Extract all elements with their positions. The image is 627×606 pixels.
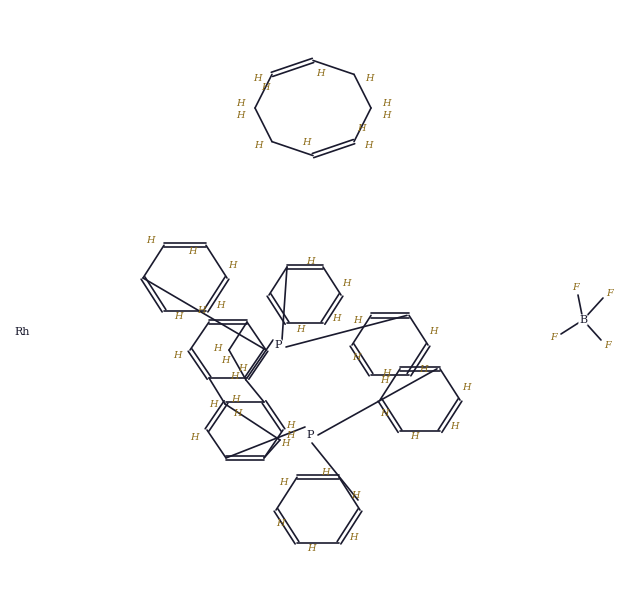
Text: H: H xyxy=(286,431,294,441)
Text: H: H xyxy=(228,261,236,270)
Text: H: H xyxy=(450,422,458,431)
Text: H: H xyxy=(380,408,388,418)
Text: H: H xyxy=(302,138,310,147)
Text: H: H xyxy=(382,369,390,378)
Text: F: F xyxy=(607,288,613,298)
Text: H: H xyxy=(364,141,372,150)
Text: H: H xyxy=(281,439,289,447)
Text: H: H xyxy=(321,468,329,477)
Text: H: H xyxy=(365,74,373,83)
Text: H: H xyxy=(190,433,198,442)
Text: H: H xyxy=(306,258,314,267)
Text: H: H xyxy=(332,313,340,322)
Text: P: P xyxy=(306,430,314,440)
Text: H: H xyxy=(238,364,246,373)
Text: H: H xyxy=(216,301,224,310)
Text: H: H xyxy=(419,365,427,374)
Text: H: H xyxy=(231,396,240,404)
Text: H: H xyxy=(187,247,196,256)
Text: H: H xyxy=(236,99,245,108)
Text: H: H xyxy=(349,533,357,542)
Text: H: H xyxy=(296,325,304,333)
Text: H: H xyxy=(209,399,217,408)
Text: H: H xyxy=(229,371,238,381)
Text: H: H xyxy=(316,69,324,78)
Text: H: H xyxy=(261,83,269,92)
Text: H: H xyxy=(352,353,361,362)
Text: H: H xyxy=(233,410,241,419)
Text: H: H xyxy=(173,350,181,359)
Text: H: H xyxy=(174,312,182,321)
Text: H: H xyxy=(429,327,437,336)
Text: H: H xyxy=(145,236,154,245)
Text: H: H xyxy=(253,74,261,83)
Text: H: H xyxy=(382,99,390,108)
Text: F: F xyxy=(604,342,611,350)
Text: H: H xyxy=(236,112,245,121)
Text: H: H xyxy=(213,344,221,353)
Text: H: H xyxy=(197,305,205,315)
Text: B: B xyxy=(579,315,587,325)
Text: H: H xyxy=(357,124,366,133)
Text: P: P xyxy=(274,340,282,350)
Text: H: H xyxy=(307,544,315,553)
Text: F: F xyxy=(551,333,557,342)
Text: H: H xyxy=(342,279,350,287)
Text: H: H xyxy=(382,112,390,121)
Text: H: H xyxy=(410,431,418,441)
Text: H: H xyxy=(353,316,361,325)
Text: H: H xyxy=(380,376,388,385)
Text: H: H xyxy=(461,382,470,391)
Text: Rh: Rh xyxy=(14,327,29,337)
Text: H: H xyxy=(286,421,294,430)
Text: H: H xyxy=(279,478,287,487)
Text: H: H xyxy=(350,491,359,501)
Text: F: F xyxy=(572,284,579,293)
Text: H: H xyxy=(254,141,262,150)
Text: H: H xyxy=(221,356,229,365)
Text: H: H xyxy=(276,519,284,528)
